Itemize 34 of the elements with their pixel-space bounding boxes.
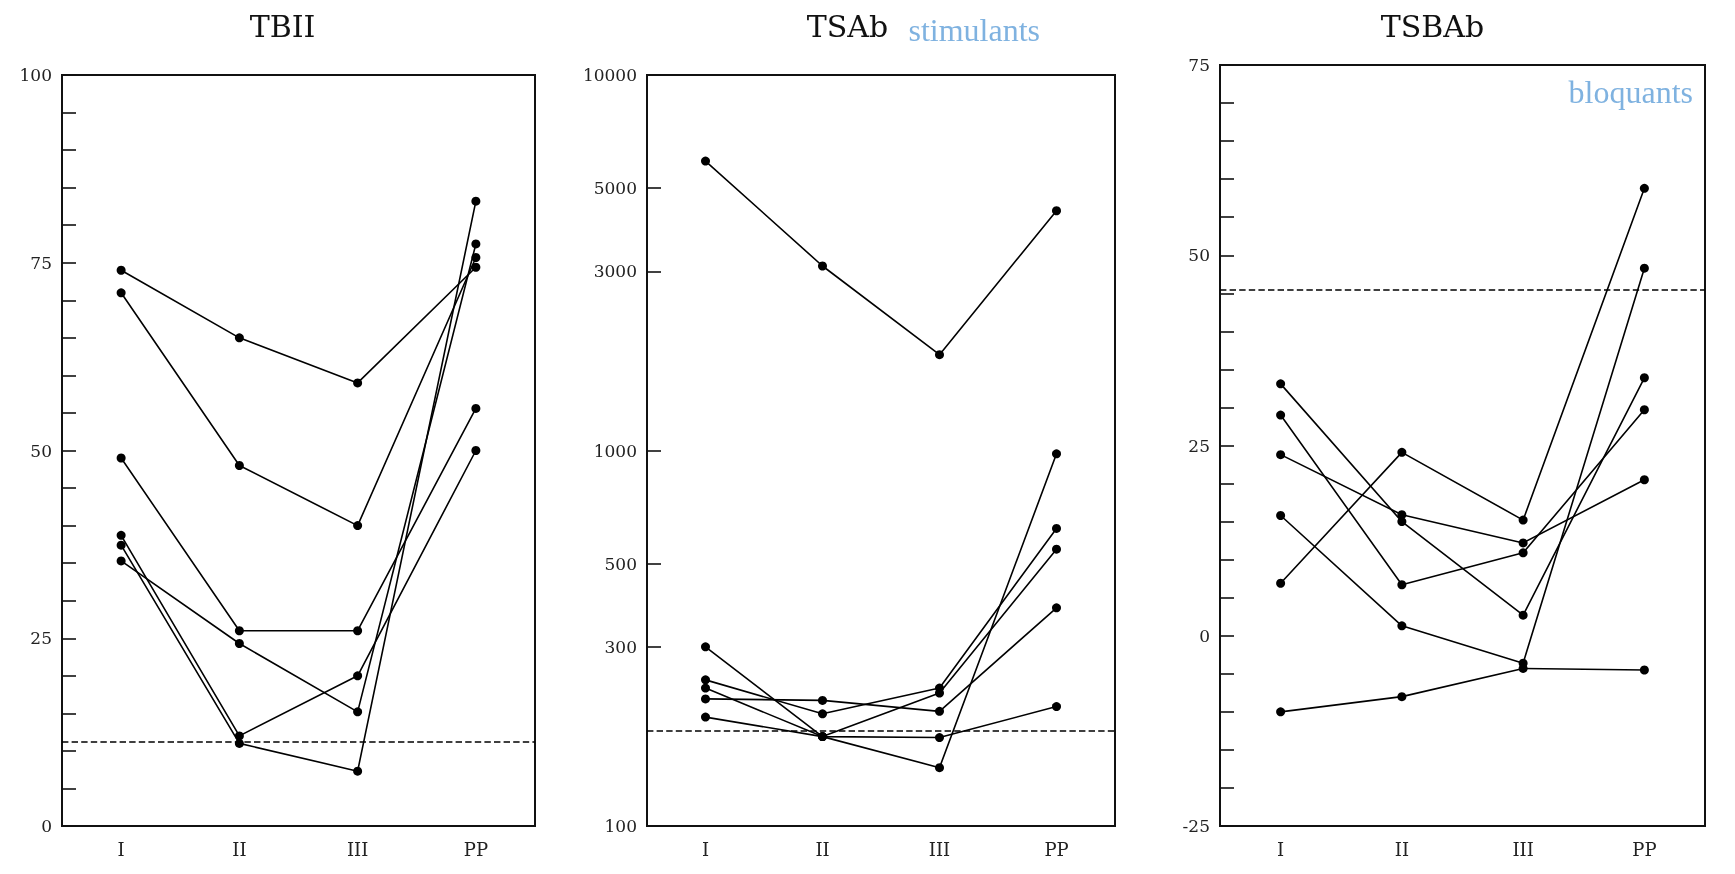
y-tick-label: -25 xyxy=(1182,816,1210,836)
x-tick-label: I xyxy=(701,838,710,860)
y-tick-label: 0 xyxy=(1199,625,1210,646)
y-tick-label: 100 xyxy=(604,816,637,836)
x-tick-label: I xyxy=(117,838,125,860)
y-tick-label: 25 xyxy=(30,628,52,649)
y-tick-label: 50 xyxy=(30,440,52,461)
chart-title: TSAb xyxy=(806,8,889,44)
x-tick-label: PP xyxy=(1044,838,1069,860)
y-tick-label: 10000 xyxy=(582,65,637,85)
y-tick-label: 300 xyxy=(604,636,637,657)
chart-title: TSBAb xyxy=(1380,8,1485,44)
x-tick-label: PP xyxy=(463,838,488,860)
x-tick-label: I xyxy=(1277,838,1285,860)
chart-title: TBII xyxy=(249,8,316,44)
text: stimulants xyxy=(908,12,1040,48)
y-tick-label: 75 xyxy=(30,252,52,273)
annotation: bloquants xyxy=(1568,74,1693,110)
y-tick-label: 50 xyxy=(1188,245,1210,266)
x-tick-label: II xyxy=(815,838,830,860)
y-tick-label: 25 xyxy=(1188,435,1210,456)
y-tick-label: 500 xyxy=(604,553,637,574)
x-tick-label: II xyxy=(1394,838,1409,860)
x-tick-label: II xyxy=(232,838,247,860)
x-tick-label: III xyxy=(346,838,369,860)
x-tick-label: PP xyxy=(1632,838,1657,860)
y-tick-label: 3000 xyxy=(593,261,637,282)
x-tick-label: III xyxy=(928,838,951,860)
y-tick-label: 100 xyxy=(19,65,52,85)
x-tick-label: III xyxy=(1512,838,1534,860)
y-tick-label: 75 xyxy=(1188,55,1210,75)
y-tick-label: 1000 xyxy=(593,440,637,461)
y-tick-label: 5000 xyxy=(593,178,637,199)
y-tick-label: 0 xyxy=(41,816,52,836)
